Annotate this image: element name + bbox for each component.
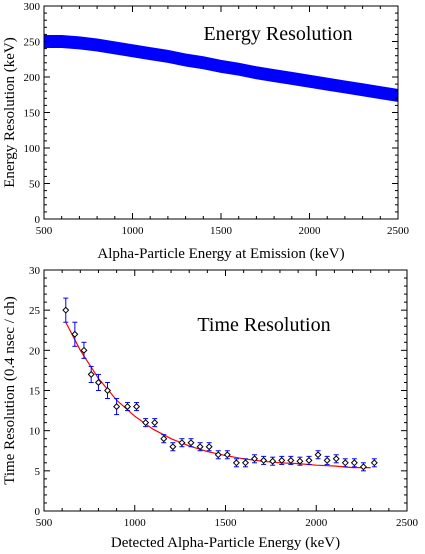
data-point — [359, 463, 367, 471]
x-tick-label: 1500 — [210, 225, 233, 237]
data-point — [269, 457, 277, 465]
data-point — [314, 451, 322, 459]
data-point — [123, 403, 131, 411]
data-point — [223, 451, 231, 459]
x-tick-label: 1000 — [124, 517, 147, 529]
data-point — [178, 439, 186, 447]
y-tick-label: 250 — [24, 37, 41, 49]
chart-title: Energy Resolution — [203, 23, 352, 45]
data-point — [62, 306, 70, 314]
data-point — [232, 459, 240, 467]
data-point — [142, 419, 150, 427]
data-point — [305, 456, 313, 464]
y-tick-label: 200 — [24, 72, 41, 84]
data-point — [104, 386, 112, 395]
data-point — [287, 456, 295, 464]
y-tick-label: 15 — [29, 386, 41, 398]
x-tick-label: 2000 — [299, 225, 322, 237]
y-tick-label: 25 — [29, 305, 41, 317]
x-tick-label: 500 — [36, 225, 53, 237]
y-tick-label: 0 — [35, 506, 41, 518]
data-point — [323, 456, 331, 464]
data-point — [350, 459, 358, 467]
data-point — [214, 451, 222, 459]
data-point — [169, 443, 177, 451]
data-point — [251, 455, 259, 463]
data-point — [196, 443, 204, 451]
y-tick-label: 100 — [24, 143, 41, 155]
chart-title: Time Resolution — [197, 314, 330, 336]
x-tick-label: 2500 — [396, 517, 419, 529]
time-resolution-chart: 500 1000 1500 2000 2500 0 5 10 15 20 25 30 Time Reso… — [2, 265, 419, 551]
y-tick-label: 50 — [29, 179, 41, 191]
data-point — [87, 370, 95, 378]
data-point — [71, 330, 79, 338]
data-point — [370, 459, 378, 467]
data-point — [94, 378, 102, 386]
data-point — [151, 419, 159, 427]
data-point — [241, 459, 249, 467]
data-point — [205, 443, 213, 451]
data-point — [260, 456, 268, 464]
y-tick-label: 10 — [29, 426, 41, 438]
y-tick-label: 5 — [35, 466, 41, 478]
data-point — [341, 459, 349, 467]
energy-resolution-chart: 500 1000 1500 2000 2500 0 50 100 150 200 250 300 Ene… — [2, 1, 410, 262]
data-point — [332, 455, 340, 463]
x-tick-label: 1500 — [215, 517, 238, 529]
data-point — [80, 346, 88, 354]
y-tick-label: 0 — [35, 214, 41, 226]
x-axis-label: Alpha-Particle Energy at Emission (keV) — [97, 246, 344, 262]
data-point — [278, 456, 286, 464]
x-tick-label: 2500 — [387, 225, 410, 237]
fit-curve — [65, 321, 371, 469]
data-point — [133, 403, 141, 411]
data-point — [296, 457, 304, 465]
y-tick-label: 150 — [24, 108, 41, 120]
y-axis-label: Energy Resolution (keV) — [2, 37, 18, 188]
y-tick-label: 300 — [24, 1, 41, 13]
y-tick-label: 20 — [29, 345, 41, 357]
x-tick-label: 500 — [36, 517, 53, 529]
data-point — [187, 439, 195, 447]
data-point — [160, 435, 168, 443]
y-tick-label: 30 — [29, 265, 41, 277]
x-tick-label: 1000 — [122, 225, 145, 237]
y-axis-label: Time Resolution (0.4 nsec / ch) — [2, 296, 18, 485]
x-tick-label: 2000 — [305, 517, 328, 529]
energy-resolution-band — [43, 35, 399, 103]
x-axis-label: Detected Alpha-Particle Energy (keV) — [111, 535, 340, 551]
data-point — [113, 403, 121, 411]
